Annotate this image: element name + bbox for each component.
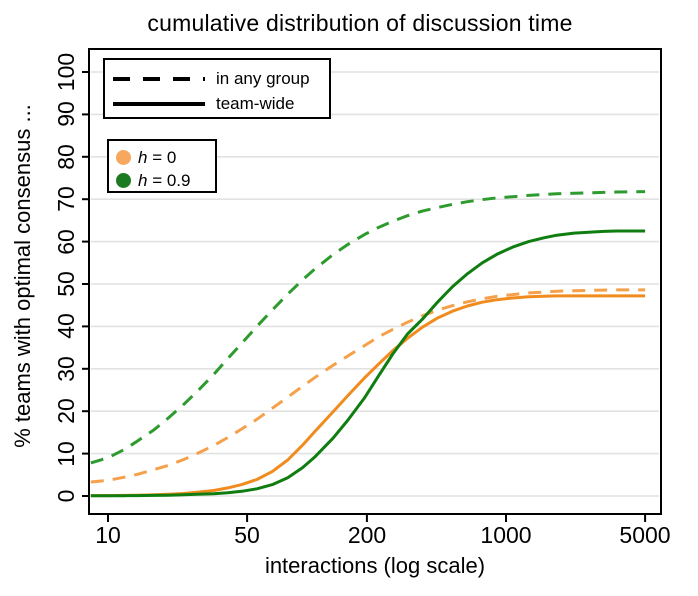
x-tick-label-5000: 5000 bbox=[619, 522, 671, 548]
legend-row-h09: h = 0.9 bbox=[116, 169, 215, 192]
y-tick-label-0: 0 bbox=[53, 489, 79, 503]
y-tick-label-30: 30 bbox=[53, 356, 79, 382]
dashed-line-sample bbox=[113, 76, 205, 81]
y-tick-label-70: 70 bbox=[53, 186, 79, 212]
h0-dot bbox=[116, 150, 131, 165]
y-tick-label-20: 20 bbox=[53, 398, 79, 424]
chart-title: cumulative distribution of discussion ti… bbox=[147, 10, 573, 36]
plot-area bbox=[88, 48, 662, 515]
h09-dot bbox=[116, 173, 131, 188]
legend-row-any-group: in any group bbox=[113, 66, 329, 91]
y-tick-label-40: 40 bbox=[53, 313, 79, 339]
y-tick-label-50: 50 bbox=[53, 271, 79, 297]
x-tick-label-50: 50 bbox=[234, 522, 260, 548]
color-legend: h = 0 h = 0.9 bbox=[107, 139, 217, 193]
solid-line-sample bbox=[113, 101, 205, 106]
x-tick-label-200: 200 bbox=[347, 522, 387, 548]
y-axis-label: % teams with optimal consensus ... bbox=[10, 104, 35, 448]
legend-label-h09: h = 0.9 bbox=[138, 170, 191, 190]
y-tick-label-80: 80 bbox=[53, 144, 79, 170]
x-axis-label: interactions (log scale) bbox=[264, 553, 486, 578]
y-tick-label-90: 90 bbox=[53, 101, 79, 127]
x-tick-label-10: 10 bbox=[95, 522, 121, 548]
curve-team-wide-h09 bbox=[90, 229, 646, 498]
legend-row-team-wide: team-wide bbox=[113, 91, 329, 116]
curve-any-group-h0 bbox=[90, 288, 646, 484]
y-tick-label-60: 60 bbox=[53, 229, 79, 255]
y-tick-label-10: 10 bbox=[53, 441, 79, 467]
line-style-legend: in any group team-wide bbox=[103, 58, 331, 119]
legend-row-h0: h = 0 bbox=[116, 146, 215, 169]
y-tick-label-100: 100 bbox=[53, 52, 79, 92]
legend-label-h0: h = 0 bbox=[138, 147, 177, 167]
legend-label-team-wide: team-wide bbox=[216, 93, 295, 113]
curve-any-group-h09 bbox=[90, 190, 646, 465]
x-tick-label-1000: 1000 bbox=[480, 522, 532, 548]
legend-label-any-group: in any group bbox=[216, 68, 310, 88]
